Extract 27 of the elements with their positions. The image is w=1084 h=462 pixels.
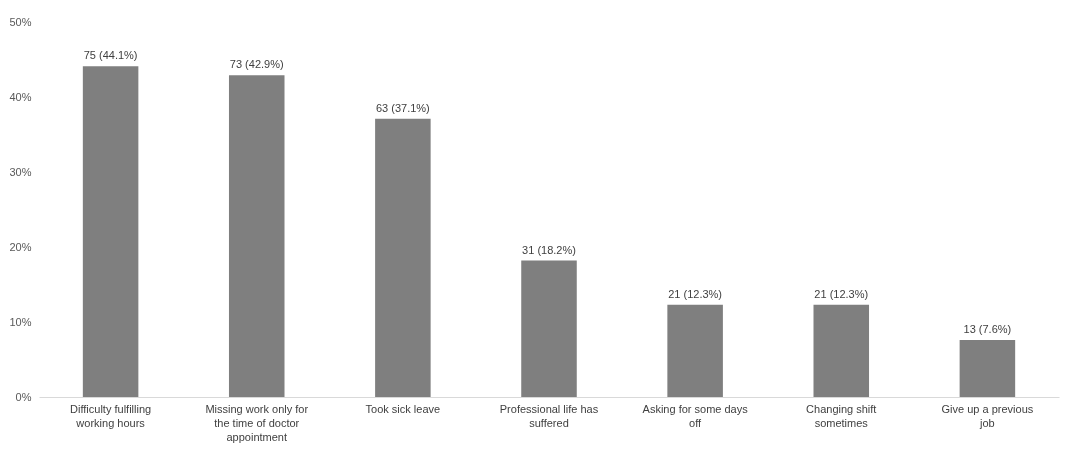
y-tick-label: 30% xyxy=(9,165,32,178)
data-label: 31 (18.2%) xyxy=(522,243,576,256)
data-label: 73 (42.9%) xyxy=(229,58,284,71)
data-label: 13 (7.6%) xyxy=(963,323,1012,335)
x-tick-label: Give up a previous job xyxy=(941,402,1034,429)
bar xyxy=(813,304,870,397)
bar xyxy=(959,340,1016,397)
bar xyxy=(375,118,431,397)
y-tick-label: 40% xyxy=(9,90,32,103)
bar xyxy=(667,304,723,397)
y-tick-label: 0% xyxy=(15,390,32,403)
data-label: 75 (44.1%) xyxy=(83,49,138,62)
x-tick-label: Professional life has suffered xyxy=(499,402,599,429)
bar xyxy=(82,66,139,397)
y-tick-label: 20% xyxy=(9,240,32,253)
x-tick-label: Asking for some days off xyxy=(642,402,749,429)
x-tick-label: Difficulty fulfilling working hours xyxy=(70,402,152,429)
data-label: 21 (12.3%) xyxy=(814,287,869,300)
x-tick-label: Changing shift sometimes xyxy=(806,402,877,429)
bar xyxy=(521,260,577,397)
x-tick-label: Took sick leave xyxy=(365,402,441,415)
data-label: 21 (12.3%) xyxy=(668,287,723,300)
data-label: 63 (37.1%) xyxy=(375,101,430,114)
bar xyxy=(228,75,285,397)
y-tick-label: 50% xyxy=(9,15,32,28)
y-tick-label: 10% xyxy=(9,315,32,328)
x-tick-label: Missing work only for the time of doctor appointment xyxy=(205,402,309,443)
